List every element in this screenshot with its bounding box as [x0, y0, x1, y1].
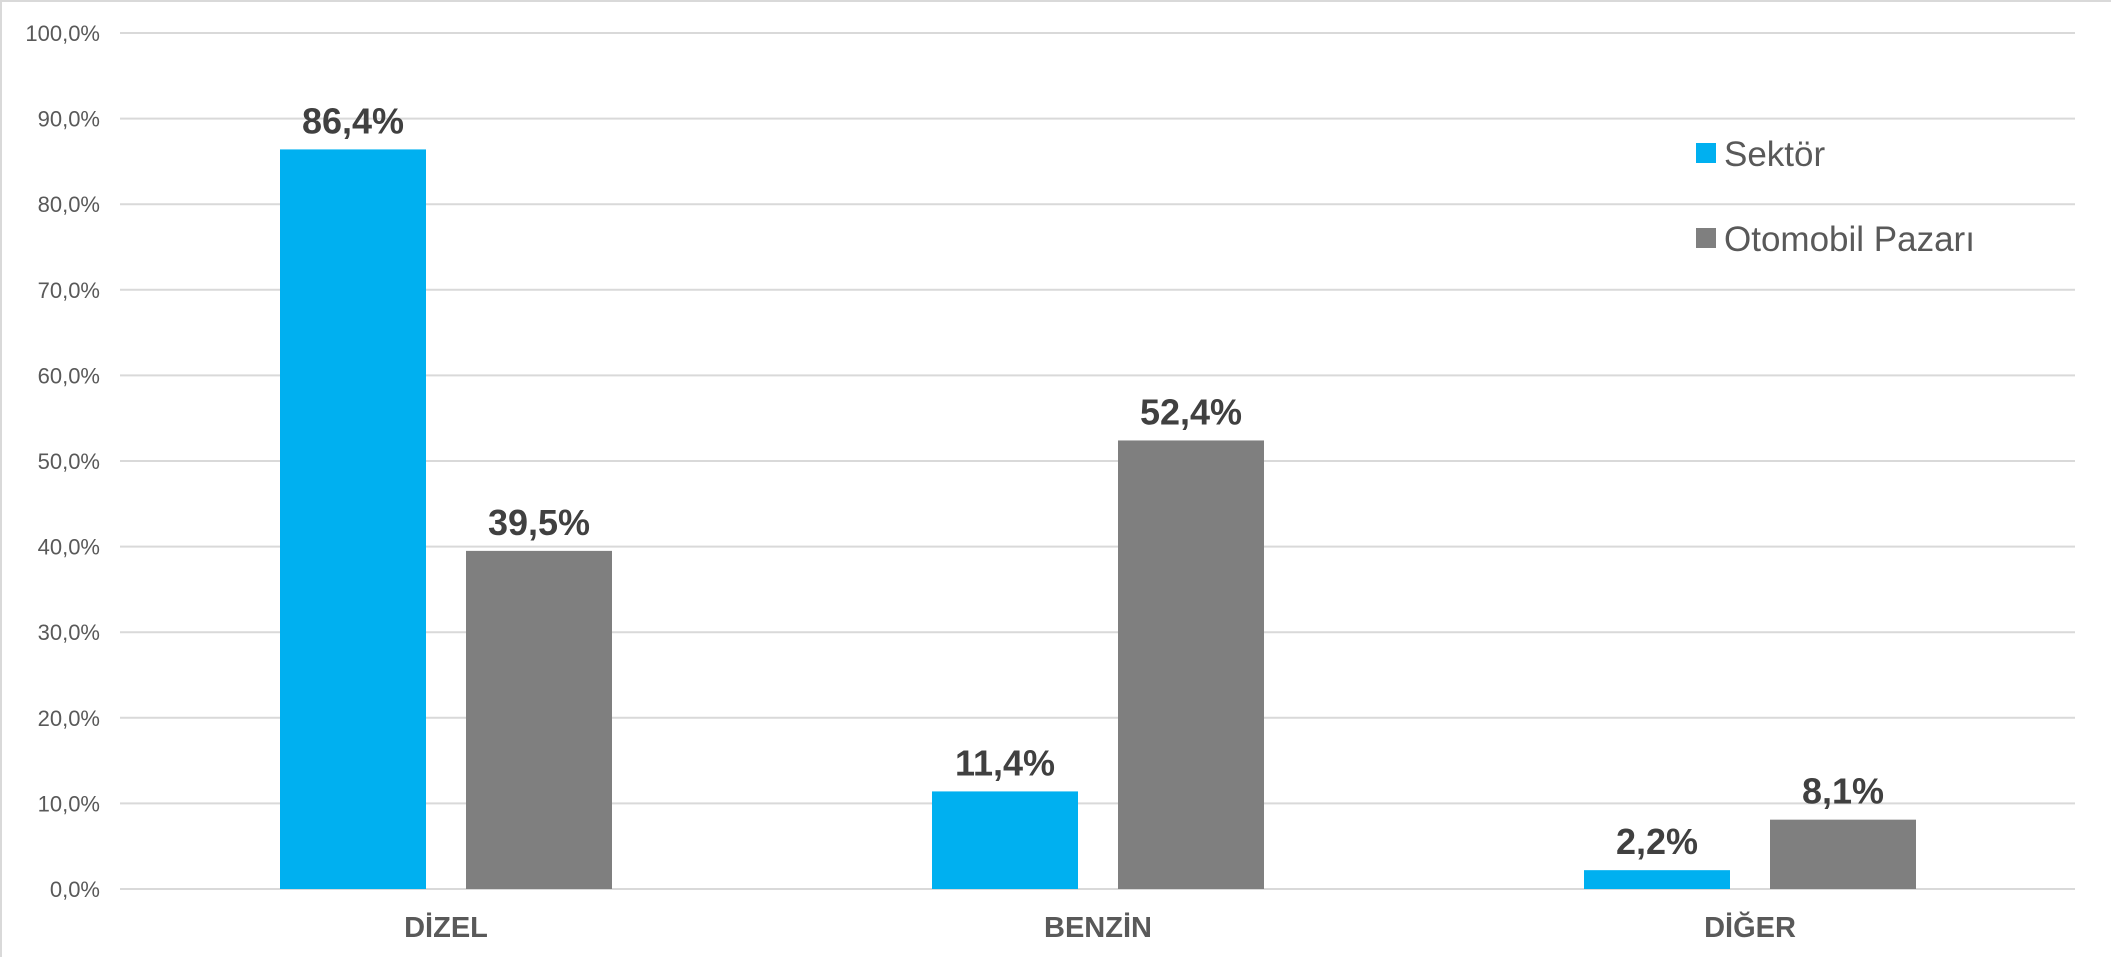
y-tick-label: 100,0%: [25, 21, 100, 46]
gridlines: [120, 32, 2075, 890]
legend-swatch: [1696, 143, 1716, 163]
y-tick-label: 70,0%: [38, 278, 100, 303]
data-label: 86,4%: [302, 100, 404, 141]
y-tick-label: 20,0%: [38, 706, 100, 731]
y-axis-tick-labels: 0,0% 10,0% 20,0% 30,0% 40,0% 50,0% 60,0% 70,0% 8…: [25, 21, 100, 902]
data-label: 39,5%: [488, 502, 590, 543]
y-tick-label: 0,0%: [50, 877, 100, 902]
bar: [1118, 440, 1264, 889]
bar: [1770, 819, 1916, 889]
legend-label: Otomobil Pazarı: [1724, 220, 1975, 259]
legend-label: Sektör: [1724, 135, 1825, 174]
y-tick-label: 60,0%: [38, 363, 100, 388]
data-labels: 86,4% 11,4% 2,2% 39,5% 52,4% 8,1%: [302, 100, 1884, 862]
y-tick-label: 90,0%: [38, 107, 100, 132]
data-label: 52,4%: [1140, 391, 1242, 432]
bar: [466, 550, 612, 889]
x-category-label: BENZİN: [1044, 912, 1152, 944]
legend: Sektör Otomobil Pazarı: [1696, 135, 1975, 259]
x-category-label: DİĞER: [1704, 910, 1796, 944]
y-tick-label: 80,0%: [38, 192, 100, 217]
y-tick-label: 10,0%: [38, 791, 100, 816]
x-category-label: DİZEL: [404, 912, 488, 944]
y-tick-label: 30,0%: [38, 620, 100, 645]
bar: [1584, 870, 1730, 889]
x-axis-category-labels: DİZEL BENZİN DİĞER: [404, 910, 1796, 944]
y-tick-label: 50,0%: [38, 449, 100, 474]
y-tick-label: 40,0%: [38, 535, 100, 560]
bars: [280, 149, 1916, 889]
bar: [932, 791, 1078, 889]
bar: [280, 149, 426, 889]
legend-swatch: [1696, 228, 1716, 248]
data-label: 8,1%: [1802, 771, 1884, 812]
data-label: 11,4%: [955, 742, 1055, 783]
data-label: 2,2%: [1616, 821, 1698, 862]
